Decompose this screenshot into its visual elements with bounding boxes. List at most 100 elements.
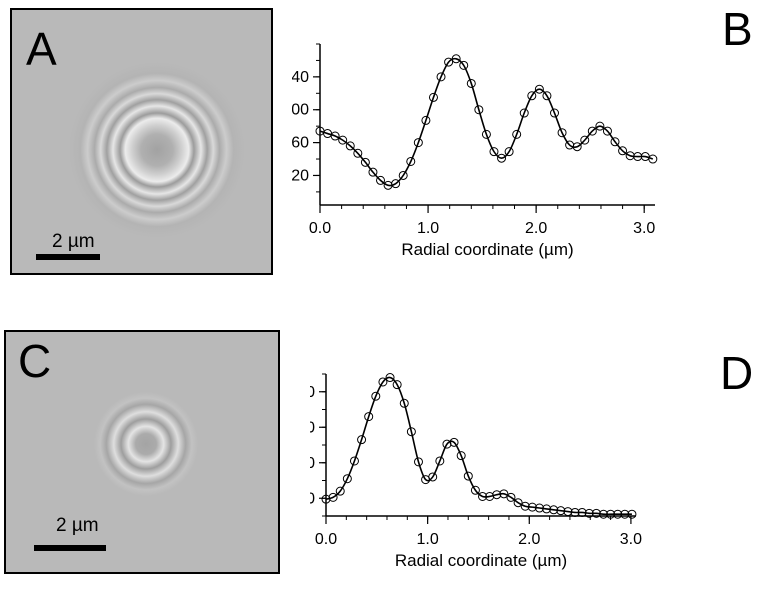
- chart-b-data-point: [421, 115, 431, 125]
- chart-b-data-point: [504, 147, 514, 157]
- chart-b-data-point: [428, 92, 438, 102]
- panel-c-image: C 2 µm: [4, 330, 280, 574]
- chart-b-data-point: [587, 126, 597, 136]
- chart-d-data-point: [478, 491, 488, 501]
- chart-d-y-tick-label: 2120: [310, 455, 315, 472]
- chart-d-data-point: [385, 373, 395, 383]
- chart-b-data-point: [368, 167, 378, 177]
- chart-b-data-point: [444, 57, 454, 67]
- chart-b-y-tick-label: 2200: [292, 102, 309, 119]
- chart-b-data-point: [360, 157, 370, 167]
- chart-b-data-point: [398, 170, 408, 180]
- chart-d-y-tick-label: 2080: [310, 490, 315, 507]
- chart-b-y-tick-label: 2120: [292, 167, 309, 184]
- panel-c-scale-label: 2 µm: [56, 515, 99, 536]
- chart-d-data-point: [435, 456, 445, 466]
- chart-b-data-point: [542, 91, 552, 101]
- chart-b-data-point: [330, 131, 340, 141]
- chart-d-data-point: [549, 505, 559, 515]
- chart-d-data-point: [428, 472, 438, 482]
- chart-b-data-point: [451, 54, 461, 64]
- panel-c-letter: C: [18, 335, 52, 387]
- chart-d-data-point: [513, 498, 523, 508]
- chart-b-data-point: [550, 108, 559, 118]
- chart-b-data-point: [376, 175, 386, 185]
- chart-b-data-point: [595, 121, 605, 131]
- chart-d-data-point: [321, 494, 331, 504]
- chart-d-data-point: [506, 492, 516, 502]
- chart-d-x-tick-label: 2.0: [518, 531, 540, 548]
- chart-d-data-point: [399, 398, 409, 408]
- panel-c-rings: [94, 392, 198, 496]
- chart-d-data-point: [463, 471, 473, 481]
- chart-d-data-point: [357, 435, 367, 445]
- chart-d-data-point: [456, 451, 466, 461]
- panel-d-letter: D: [720, 347, 754, 399]
- chart-d-data-point: [442, 439, 452, 449]
- chart-b-data-point: [580, 135, 590, 145]
- chart-b-data-point: [572, 142, 582, 152]
- panel-a-ring-pattern: [69, 62, 245, 238]
- chart-b-data-point: [338, 135, 348, 145]
- chart-d-data-point: [342, 474, 352, 484]
- chart-d-data-point: [563, 507, 573, 517]
- chart-d-data-point: [598, 509, 608, 519]
- chart-d-x-tick-label: 1.0: [417, 531, 439, 548]
- chart-d-data-point: [371, 391, 381, 401]
- chart-d-data-point: [349, 456, 359, 466]
- chart-d-data-point: [413, 457, 423, 467]
- panel-a-rings: [69, 62, 245, 238]
- chart-d-data-point: [492, 490, 502, 500]
- chart-b-data-point: [557, 128, 567, 138]
- chart-d-y-tick-label: 2160: [310, 419, 315, 436]
- chart-b-data-point: [353, 148, 363, 158]
- panel-a-scale-label: 2 µm: [52, 231, 95, 252]
- chart-d-data-point: [613, 509, 623, 519]
- chart-d-data-point: [606, 509, 616, 519]
- chart-b-data-point: [534, 84, 544, 94]
- chart-b-x-tick-label: 0.0: [309, 220, 331, 237]
- chart-d-data-point: [520, 501, 530, 511]
- chart-b-data-point: [406, 156, 416, 166]
- panel-a-letter: A: [26, 23, 57, 75]
- chart-d-data-point: [620, 509, 630, 519]
- chart-b-data-point: [497, 153, 507, 163]
- chart-b-data-point: [648, 154, 658, 164]
- chart-d-y-tick-label: 2200: [310, 384, 315, 401]
- chart-b-data-point: [391, 179, 401, 189]
- chart-d-data-point: [328, 492, 338, 502]
- chart-d-data-point: [556, 506, 566, 516]
- chart-b-x-tick-label: 3.0: [633, 220, 655, 237]
- chart-d-data-point: [406, 427, 416, 437]
- chart-b-data-point: [345, 141, 355, 151]
- chart-b-data-point: [413, 138, 423, 148]
- chart-b-data-point: [489, 147, 499, 157]
- chart-b-data-point: [481, 129, 491, 139]
- chart-b-data-point: [618, 146, 628, 156]
- panel-a-image: A 2 µm: [10, 8, 273, 275]
- chart-d-data-point: [534, 503, 544, 513]
- panel-b-chart: 0.0 1.0 2.0 3.0 2120 2160 2200 2240 Radial coord…: [292, 43, 658, 259]
- chart-b-data-point: [466, 78, 476, 88]
- panel-c-ring-pattern: [94, 392, 198, 496]
- chart-b-data-point: [527, 91, 537, 101]
- chart-d-x-axis-label: Radial coordinate (µm): [395, 551, 567, 570]
- chart-b-y-tick-label: 2240: [292, 69, 309, 86]
- chart-d-data-point: [499, 489, 509, 499]
- chart-d-data-point: [542, 504, 552, 514]
- chart-b-series-line: [319, 57, 654, 187]
- chart-b-data-point: [459, 60, 469, 70]
- chart-d-data-point: [627, 509, 637, 519]
- chart-b-x-axis-label: Radial coordinate (µm): [401, 240, 573, 259]
- chart-d-x-tick-label: 0.0: [315, 531, 337, 548]
- chart-d-data-point: [378, 377, 388, 387]
- panel-c-scale-bar: [34, 545, 106, 551]
- chart-d-data-point: [392, 380, 402, 390]
- chart-b-x-tick-label: 1.0: [417, 220, 439, 237]
- chart-d-x-tick-label: 3.0: [620, 531, 642, 548]
- chart-b-data-point: [602, 126, 612, 136]
- chart-d-data-point: [485, 491, 495, 501]
- chart-d-data-point: [335, 486, 345, 496]
- panel-b-letter: B: [722, 3, 753, 55]
- panel-d-chart: 0.0 1.0 2.0 3.0 2080 2120 2160 2200 Radial coord…: [310, 373, 642, 570]
